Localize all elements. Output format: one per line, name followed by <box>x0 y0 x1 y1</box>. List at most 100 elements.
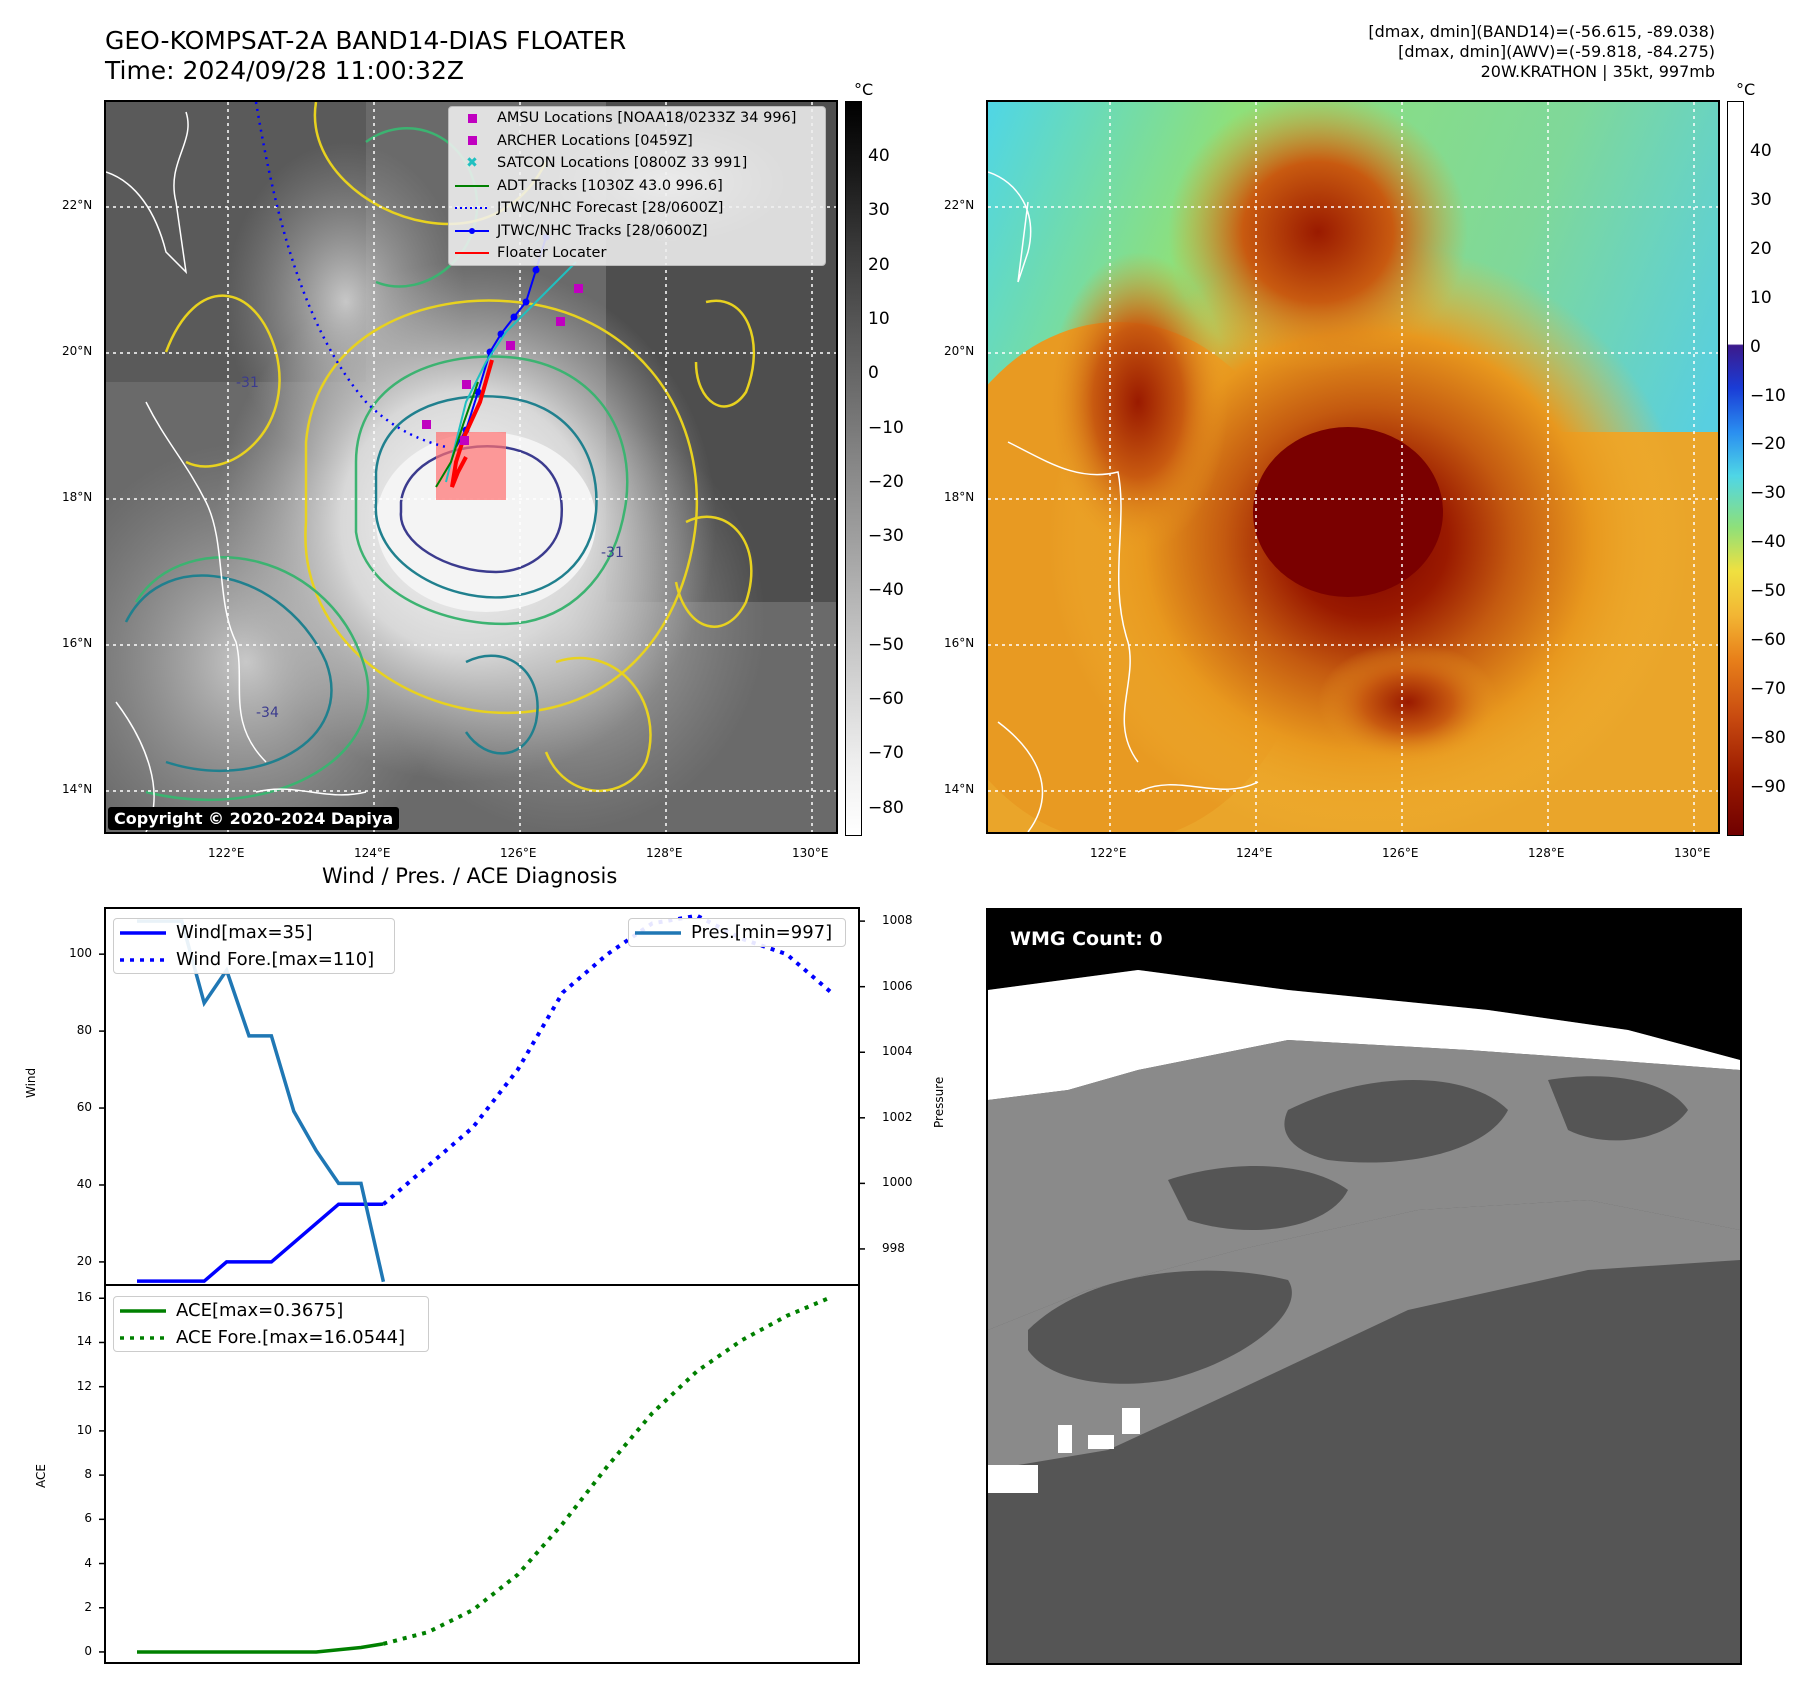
ace-tick: 10 <box>76 1422 92 1437</box>
legend-wind-label: Wind[max=35] <box>176 922 313 943</box>
map-legend: AMSU Locations [NOAA18/0233Z 34 996] ARC… <box>448 106 826 266</box>
copyright-badge: Copyright © 2020-2024 Dapiya <box>108 807 400 830</box>
ace-tick: 16 <box>76 1290 92 1305</box>
lat-tick: 20°N <box>944 344 975 358</box>
colorbar2-tick: −70 <box>1750 678 1786 699</box>
wind-tick: 100 <box>69 946 92 961</box>
colorbar1-tick: −70 <box>868 743 904 764</box>
colorbar2-tick: −10 <box>1750 385 1786 406</box>
colorbar2-tick: −80 <box>1750 727 1786 748</box>
ace-tick: 6 <box>84 1511 92 1526</box>
pressure-tick: 998 <box>882 1240 905 1255</box>
colorbar1-unit: °C <box>854 80 874 99</box>
ace-series-line-0 <box>137 1642 384 1654</box>
colorbar2-tick: 10 <box>1750 287 1772 308</box>
legend-adt-label: ADT Tracks [1030Z 43.0 996.6] <box>497 177 723 194</box>
satcon-track <box>445 261 577 483</box>
adt-track <box>435 381 479 488</box>
colorbar1-tick: −20 <box>868 471 904 492</box>
ace-tick: 2 <box>84 1599 92 1614</box>
legend-jtwc-tracks: JTWC/NHC Tracks [28/0600Z] <box>449 220 825 243</box>
storm-info: 20W.KRATHON | 35kt, 997mb <box>1480 62 1715 81</box>
contour-label: -31 <box>236 375 259 391</box>
colorbar1-tick: 40 <box>868 146 890 166</box>
lat-tick: 18°N <box>62 490 93 504</box>
pressure-axis-label: Pressure <box>932 1076 946 1128</box>
colorbar1-tick: −40 <box>868 580 904 601</box>
wind-series-line-1 <box>382 913 833 1206</box>
pressure-tick: 1006 <box>882 978 913 993</box>
colorbar1-tick: 30 <box>868 200 890 221</box>
lon-tick: 128°E <box>646 846 683 860</box>
pressure-tick: 1002 <box>882 1109 913 1124</box>
colorbar1-tick: −10 <box>868 417 904 438</box>
legend-satcon: ✖ SATCON Locations [0800Z 33 991] <box>449 152 825 175</box>
ace-tick: 12 <box>76 1378 92 1393</box>
ace-axes <box>104 1284 860 1664</box>
legend-satcon-label: SATCON Locations [0800Z 33 991] <box>497 155 748 172</box>
wind-forecast-line-icon <box>120 957 166 962</box>
amsu-marker <box>462 380 471 389</box>
ace-tick: 4 <box>84 1555 92 1570</box>
colorbar1-tick: −60 <box>868 689 904 709</box>
lon-tick: 130°E <box>792 846 829 860</box>
colorbar1 <box>845 101 862 836</box>
archer-marker <box>460 436 469 445</box>
lat-tick: 16°N <box>62 636 93 650</box>
legend-archer-label: ARCHER Locations [0459Z] <box>497 132 693 149</box>
colorbar2-unit: °C <box>1736 80 1756 99</box>
colorbar1-tick: −30 <box>868 526 904 547</box>
ace-tick: 14 <box>76 1334 92 1349</box>
lon-tick: 122°E <box>208 846 245 860</box>
wind-tick: 40 <box>76 1176 92 1191</box>
legend-archer: ARCHER Locations [0459Z] <box>449 130 825 153</box>
pressure-line-icon <box>635 930 681 935</box>
colorbar2-tick: −20 <box>1750 434 1786 455</box>
legend-pres-label: Pres.[min=997] <box>691 922 833 943</box>
wmg-image <box>988 910 1740 1493</box>
colorbar2-tick: 20 <box>1750 238 1772 259</box>
satcon-x-icon: ✖ <box>466 155 478 172</box>
pressure-tick: 1000 <box>882 1175 913 1190</box>
floater-line-icon <box>455 252 489 255</box>
colorbar1-tick: 20 <box>868 254 890 275</box>
legend-jtwc-forecast: JTWC/NHC Forecast [28/0600Z] <box>449 197 825 220</box>
pressure-tick: 1004 <box>882 1044 913 1059</box>
colorbar2-tick: 0 <box>1750 336 1761 357</box>
colorbar2-tick: −50 <box>1750 581 1786 602</box>
legend-jtwc-forecast-label: JTWC/NHC Forecast [28/0600Z] <box>497 200 724 217</box>
legend-wind-fore-label: Wind Fore.[max=110] <box>176 949 375 970</box>
pressure-legend: Pres.[min=997] <box>628 918 846 947</box>
amsu-marker <box>574 284 583 293</box>
band14-range-info: [dmax, dmin](BAND14)=(-56.615, -89.038) <box>1368 22 1715 41</box>
legend-wind-fore: Wind Fore.[max=110] <box>114 946 394 973</box>
amsu-marker <box>422 420 431 429</box>
jtwc-forecast-line-icon <box>455 207 489 210</box>
legend-amsu: AMSU Locations [NOAA18/0233Z 34 996] <box>449 107 825 130</box>
lat-tick: 14°N <box>944 782 975 796</box>
legend-ace-fore-label: ACE Fore.[max=16.0544] <box>176 1327 405 1348</box>
pressure-series-line-0 <box>137 919 386 1283</box>
ace-tick: 0 <box>84 1643 92 1658</box>
jtwc-forecast-track <box>254 102 447 449</box>
amsu-square-icon <box>467 113 477 123</box>
lat-tick: 20°N <box>62 344 93 358</box>
wind-tick: 60 <box>76 1100 92 1115</box>
awv-map-panel <box>986 100 1720 834</box>
amsu-marker <box>506 341 515 350</box>
ir-map-panel: -31 -31 -34 AMSU Locations [NOAA18/0233Z… <box>104 100 838 834</box>
floater-track <box>450 359 494 488</box>
diagnosis-title: Wind / Pres. / ACE Diagnosis <box>322 864 618 888</box>
lat-tick: 18°N <box>944 490 975 504</box>
wmg-panel: WMG Count: 0 <box>986 908 1742 1665</box>
colorbar2-tick: −60 <box>1750 630 1786 650</box>
legend-ace-label: ACE[max=0.3675] <box>176 1300 344 1321</box>
lon-tick: 130°E <box>1674 846 1711 860</box>
legend-pres: Pres.[min=997] <box>629 919 845 946</box>
lat-tick: 16°N <box>944 636 975 650</box>
colorbar2-tick: −90 <box>1750 776 1786 797</box>
colorbar2-tick: 30 <box>1750 189 1772 210</box>
colorbar1-tick: 0 <box>868 363 879 384</box>
ace-line-icon <box>120 1308 166 1313</box>
ace-axis-label: ACE <box>34 1464 48 1488</box>
